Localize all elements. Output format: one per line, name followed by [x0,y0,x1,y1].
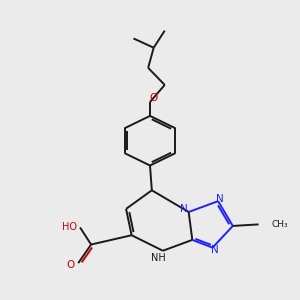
Text: N: N [216,194,224,204]
Text: HO: HO [62,223,77,232]
Text: N: N [211,245,218,255]
Text: N: N [180,204,188,214]
Text: O: O [67,260,75,270]
Text: CH₃: CH₃ [272,220,288,229]
Text: O: O [150,93,158,103]
Text: NH: NH [151,253,166,262]
